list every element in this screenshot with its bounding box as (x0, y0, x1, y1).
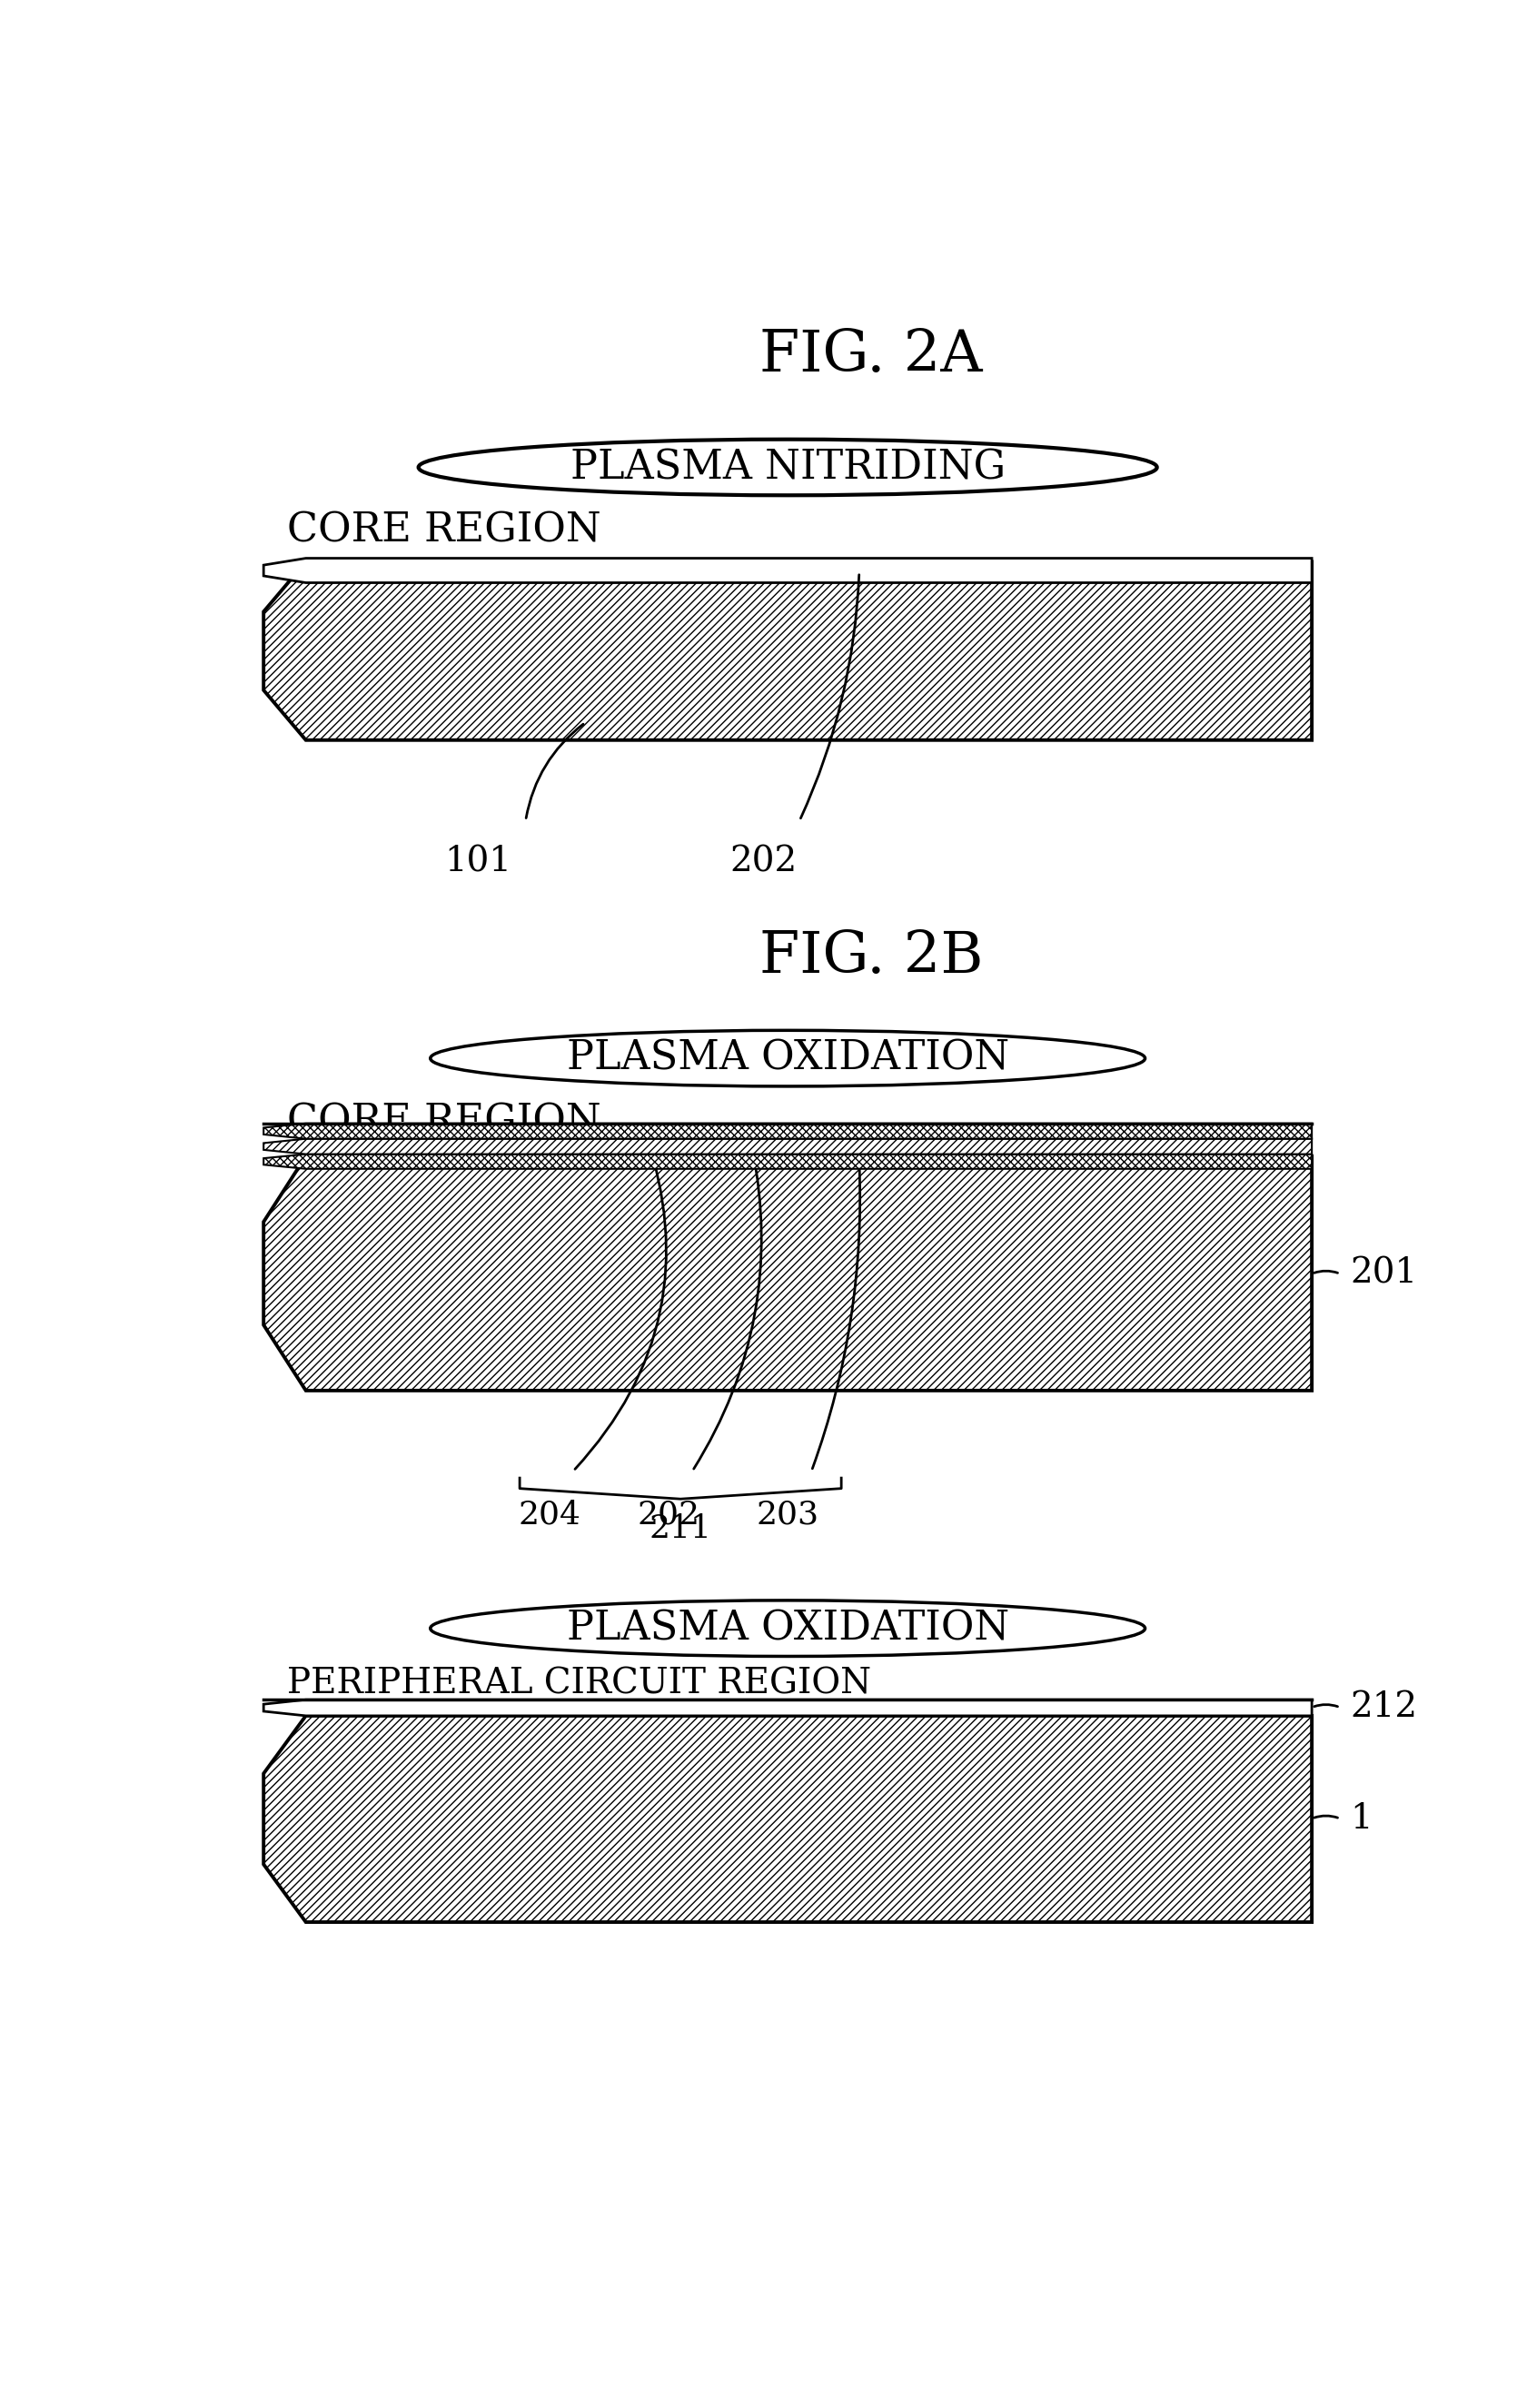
Ellipse shape (430, 1601, 1145, 1657)
Text: 201: 201 (1351, 1257, 1419, 1291)
Ellipse shape (430, 1031, 1145, 1086)
Text: PLASMA OXIDATION: PLASMA OXIDATION (567, 1038, 1008, 1079)
Text: PLASMA NITRIDING: PLASMA NITRIDING (570, 448, 1005, 486)
Text: FIG. 2A: FIG. 2A (759, 327, 982, 383)
Text: 202: 202 (730, 845, 798, 879)
Polygon shape (264, 561, 1313, 739)
Text: 1: 1 (1351, 1801, 1373, 1835)
Polygon shape (264, 1717, 1313, 1922)
Text: 211: 211 (649, 1512, 712, 1544)
Text: 202: 202 (638, 1498, 699, 1529)
Text: PERIPHERAL CIRCUIT REGION: PERIPHERAL CIRCUIT REGION (287, 1666, 871, 1700)
Polygon shape (264, 559, 1313, 583)
Text: FIG. 2B: FIG. 2B (759, 929, 984, 985)
Text: 212: 212 (1351, 1690, 1419, 1724)
Text: PLASMA OXIDATION: PLASMA OXIDATION (567, 1609, 1008, 1647)
Polygon shape (264, 1156, 1313, 1389)
Text: 204: 204 (518, 1498, 581, 1529)
Polygon shape (264, 1139, 1313, 1153)
Text: CORE REGION: CORE REGION (287, 510, 601, 549)
Polygon shape (264, 1125, 1313, 1139)
Text: CORE REGION: CORE REGION (287, 1103, 601, 1141)
Text: 203: 203 (756, 1498, 819, 1529)
Polygon shape (264, 1700, 1313, 1717)
Text: 101: 101 (444, 845, 512, 879)
Polygon shape (264, 1153, 1313, 1168)
Ellipse shape (418, 438, 1157, 496)
